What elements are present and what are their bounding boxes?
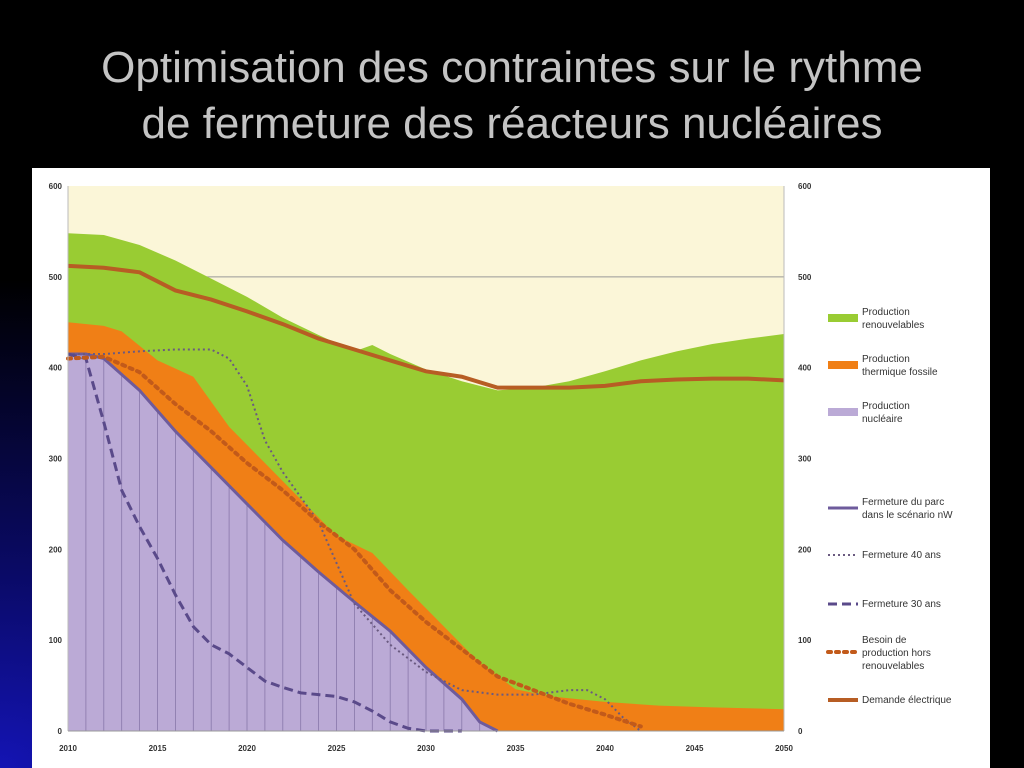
x-tick-label: 2035: [507, 744, 525, 753]
legend-item: Besoin de production hors renouvelables: [826, 635, 931, 672]
x-tick-label: 2020: [238, 744, 256, 753]
slide-title-line2: de fermeture des réacteurs nucléaires: [141, 99, 883, 148]
y-tick-label-left: 300: [49, 455, 63, 464]
line-fermeture-40-ans: [68, 348, 642, 732]
y-tick-label-right: 600: [798, 182, 812, 191]
x-tick-label: 2050: [775, 744, 793, 753]
x-tick-label: 2040: [596, 744, 614, 753]
y-tick-label-right: 400: [798, 364, 812, 373]
y-tick-label-left: 0: [58, 727, 63, 736]
legend-label: Demande électrique: [862, 695, 952, 706]
x-tick-label: 2015: [149, 744, 167, 753]
y-tick-label-left: 200: [49, 545, 63, 554]
y-tick-label-left: 400: [49, 364, 63, 373]
line-besoin-hors-renouvelables: [66, 354, 643, 729]
legend-label: thermique fossile: [862, 367, 938, 378]
y-tick-label-right: 100: [798, 636, 812, 645]
legend-label: production hors: [862, 648, 931, 659]
legend-swatch: [828, 314, 858, 322]
legend-label: Fermeture 40 ans: [862, 550, 941, 561]
legend-label: Production: [862, 401, 910, 412]
y-tick-label-left: 100: [49, 636, 63, 645]
legend-label: nucléaire: [862, 414, 903, 425]
legend-item: Production nucléaire: [828, 401, 910, 425]
slide-title: Optimisation des contraintes sur le ryth…: [0, 40, 1024, 152]
line-fermeture-30-ans: [67, 352, 462, 733]
x-tick-label: 2030: [417, 744, 435, 753]
y-tick-label-right: 500: [798, 273, 812, 282]
y-tick-label-left: 500: [49, 273, 63, 282]
slide-title-line1: Optimisation des contraintes sur le ryth…: [101, 43, 923, 92]
y-tick-label-right: 0: [798, 727, 803, 736]
legend-label: Besoin de: [862, 635, 907, 646]
legend-item: Fermeture 40 ans: [828, 550, 941, 561]
y-tick-label-right: 200: [798, 545, 812, 554]
legend-item: Fermeture du parc dans le scénario nW: [828, 497, 953, 521]
legend-label: Fermeture du parc: [862, 497, 944, 508]
legend-item: Production renouvelables: [828, 307, 924, 331]
y-tick-label-left: 600: [49, 182, 63, 191]
legend-label: Production: [862, 354, 910, 365]
legend-label: Production: [862, 307, 910, 318]
legend-item: Fermeture 30 ans: [828, 599, 941, 610]
line-demande-electrique: [67, 263, 785, 390]
y-tick-label-right: 300: [798, 455, 812, 464]
legend-label: renouvelables: [862, 661, 924, 672]
line-fermeture-nw: [68, 352, 499, 733]
chart-panel: 0 0 100 100 200 200 300 300 400 400 500 500 600 600 20…: [32, 168, 990, 768]
chart-svg: 0 0 100 100 200 200 300 300 400 400 500 500 600 600 20…: [49, 182, 954, 753]
legend-label: renouvelables: [862, 320, 924, 331]
x-tick-label: 2025: [328, 744, 346, 753]
x-tick-label: 2045: [686, 744, 704, 753]
legend-label: Fermeture 30 ans: [862, 599, 941, 610]
x-tick-label: 2010: [59, 744, 77, 753]
legend-label: dans le scénario nW: [862, 510, 953, 521]
legend-item: Demande électrique: [828, 695, 952, 706]
legend-swatch: [828, 408, 858, 416]
legend-swatch: [828, 361, 858, 369]
legend-item: Production thermique fossile: [828, 354, 938, 378]
